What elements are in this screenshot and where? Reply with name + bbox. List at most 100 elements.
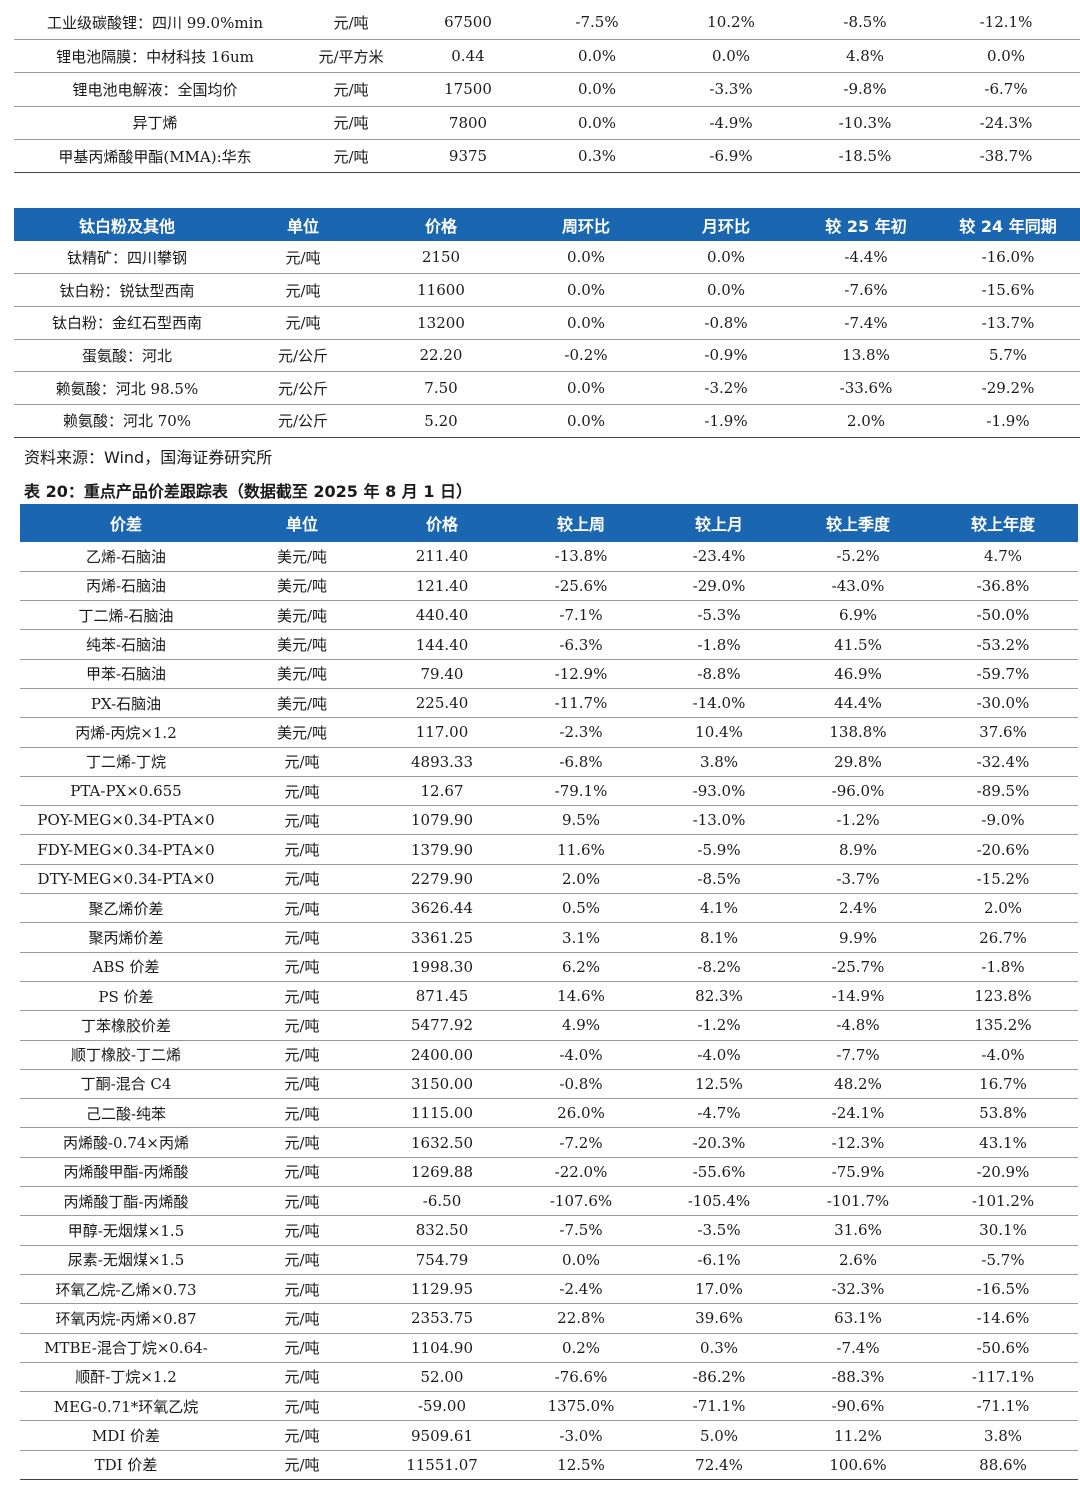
table-cell: 67500 <box>406 6 530 40</box>
table-cell: -3.0% <box>512 1420 650 1451</box>
table-cell: 3626.44 <box>372 893 512 924</box>
table-cell: 0.0% <box>516 241 656 275</box>
table-cell: -71.1% <box>928 1391 1078 1422</box>
table-cell: 138.8% <box>788 717 928 748</box>
table-cell: 元/吨 <box>232 1420 372 1451</box>
row-label-cell: 甲基丙烯酸甲酯(MMA):华东 <box>14 139 296 174</box>
table-cell: 2279.90 <box>372 864 512 895</box>
table-row: 丁苯橡胶价差 元/吨 5477.92 4.9% -1.2% -4.8% 135.2% <box>20 1010 1078 1041</box>
table-cell: 2.6% <box>788 1245 928 1275</box>
table-cell: -1.2% <box>650 1010 788 1041</box>
table-cell: 16.7% <box>928 1069 1078 1100</box>
table-row: 锂电池电解液：全国均价 元/吨 17500 0.0% -3.3% -9.8% -6.7% <box>14 72 1080 107</box>
row-label-cell: 钛白粉：锐钛型西南 <box>14 273 240 307</box>
table-cell: -89.5% <box>928 776 1078 807</box>
table-cell: -22.0% <box>512 1157 650 1188</box>
table-cell: -90.6% <box>788 1391 928 1422</box>
table-cell: 43.1% <box>928 1127 1078 1158</box>
table-cell: -50.6% <box>928 1333 1078 1363</box>
table-cell: -4.7% <box>650 1098 788 1129</box>
row-label-cell: MDI 价差 <box>20 1420 232 1451</box>
table-cell: -11.7% <box>512 688 650 719</box>
table-cell: 元/吨 <box>232 1450 372 1481</box>
row-label-cell: 锂电池电解液：全国均价 <box>14 72 296 107</box>
table-row: PS 价差 元/吨 871.45 14.6% 82.3% -14.9% 123.8% <box>20 981 1078 1012</box>
table-cell: 121.40 <box>372 571 512 602</box>
header-cell: 较上年度 <box>928 504 1078 542</box>
table-cell: -1.9% <box>656 404 796 438</box>
row-label-cell: 工业级碳酸锂：四川 99.0%min <box>14 6 296 40</box>
table-cell: -55.6% <box>650 1157 788 1188</box>
table-cell: -6.8% <box>512 747 650 777</box>
table-cell: 0.0% <box>530 39 664 74</box>
table-cell: 0.3% <box>530 139 664 174</box>
table-cell: -101.2% <box>928 1186 1078 1217</box>
table-cell: 元/吨 <box>232 1186 372 1217</box>
table-cell: -1.2% <box>788 805 928 836</box>
table-cell: 3.8% <box>928 1420 1078 1451</box>
table-cell: 22.20 <box>366 339 516 373</box>
table-cell: -5.9% <box>650 834 788 865</box>
table-cell: -29.0% <box>650 571 788 602</box>
table-cell: 46.9% <box>788 659 928 689</box>
header-cell: 较上月 <box>650 504 788 542</box>
table-cell: -13.7% <box>936 306 1080 340</box>
table-row: 丙烯-丙烷×1.2 美元/吨 117.00 -2.3% 10.4% 138.8% 37.6% <box>20 717 1078 748</box>
table-cell: 1998.30 <box>372 952 512 982</box>
table-cell: 144.40 <box>372 629 512 660</box>
table-cell: 225.40 <box>372 688 512 719</box>
table-cell: 440.40 <box>372 600 512 631</box>
row-label-cell: 赖氨酸：河北 98.5% <box>14 371 240 405</box>
row-label-cell: FDY-MEG×0.34-PTA×0 <box>20 834 232 865</box>
table-cell: -50.0% <box>928 600 1078 631</box>
row-label-cell: 丁二烯-石脑油 <box>20 600 232 631</box>
table-cell: -7.2% <box>512 1127 650 1158</box>
row-label-cell: 钛精矿：四川攀钢 <box>14 241 240 275</box>
table-cell: -3.3% <box>664 72 798 107</box>
table-row: DTY-MEG×0.34-PTA×0 元/吨 2279.90 2.0% -8.5% -3.… <box>20 864 1078 895</box>
row-label-cell: 环氧乙烷-乙烯×0.73 <box>20 1274 232 1305</box>
table-cell: -53.2% <box>928 629 1078 660</box>
row-label-cell: 纯苯-石脑油 <box>20 629 232 660</box>
table-row: 异丁烯 元/吨 7800 0.0% -4.9% -10.3% -24.3% <box>14 106 1080 141</box>
header-cell: 价格 <box>372 504 512 542</box>
row-label-cell: 己二酸-纯苯 <box>20 1098 232 1129</box>
table-cell: 2150 <box>366 241 516 275</box>
row-label-cell: TDI 价差 <box>20 1450 232 1481</box>
row-label-cell: 异丁烯 <box>14 106 296 141</box>
header-cell: 较 25 年初 <box>796 208 936 241</box>
table-cell: 1632.50 <box>372 1127 512 1158</box>
table-cell: -12.9% <box>512 659 650 689</box>
table-cell: -1.8% <box>928 952 1078 982</box>
table-cell: 1375.0% <box>512 1391 650 1422</box>
table-cell: 5.7% <box>936 339 1080 373</box>
table-cell: 元/吨 <box>232 1215 372 1246</box>
table-cell: 8.9% <box>788 834 928 865</box>
table-row: PX-石脑油 美元/吨 225.40 -11.7% -14.0% 44.4% -30.0% <box>20 688 1078 719</box>
table-cell: 11600 <box>366 273 516 307</box>
table-cell: 17500 <box>406 72 530 107</box>
table-cell: 22.8% <box>512 1303 650 1334</box>
table-row: 环氧乙烷-乙烯×0.73 元/吨 1129.95 -2.4% 17.0% -32.3% -1… <box>20 1274 1078 1305</box>
table-cell: 元/吨 <box>232 1274 372 1305</box>
table-cell: 11.6% <box>512 834 650 865</box>
source-note: 资料来源：Wind，国海证券研究所 <box>24 448 273 467</box>
table-cell: -5.7% <box>928 1245 1078 1275</box>
row-label-cell: 丁酮-混合 C4 <box>20 1069 232 1100</box>
table-row: PTA-PX×0.655 元/吨 12.67 -79.1% -93.0% -96.0% -8… <box>20 776 1078 807</box>
table-row: MEG-0.71*环氧乙烷 元/吨 -59.00 1375.0% -71.1% -90.6… <box>20 1391 1078 1422</box>
table-cell: 9375 <box>406 139 530 174</box>
table-cell: 0.0% <box>530 72 664 107</box>
table-cell: 10.2% <box>664 6 798 40</box>
table-cell: 元/吨 <box>232 1127 372 1158</box>
table-cell: 元/吨 <box>232 864 372 895</box>
table-row: 工业级碳酸锂：四川 99.0%min 元/吨 67500 -7.5% 10.2% -8.5… <box>14 6 1080 40</box>
table-cell: 4.1% <box>650 893 788 924</box>
table-header-row: 价差 单位 价格 较上周 较上月 较上季度 较上年度 <box>20 504 1078 542</box>
header-cell: 周环比 <box>516 208 656 241</box>
table-cell: 1269.88 <box>372 1157 512 1188</box>
table-cell: 39.6% <box>650 1303 788 1334</box>
table-row: 环氧丙烷-丙烯×0.87 元/吨 2353.75 22.8% 39.6% 63.1% -14… <box>20 1303 1078 1334</box>
table-cell: 元/吨 <box>296 139 406 174</box>
table-cell: 79.40 <box>372 659 512 689</box>
